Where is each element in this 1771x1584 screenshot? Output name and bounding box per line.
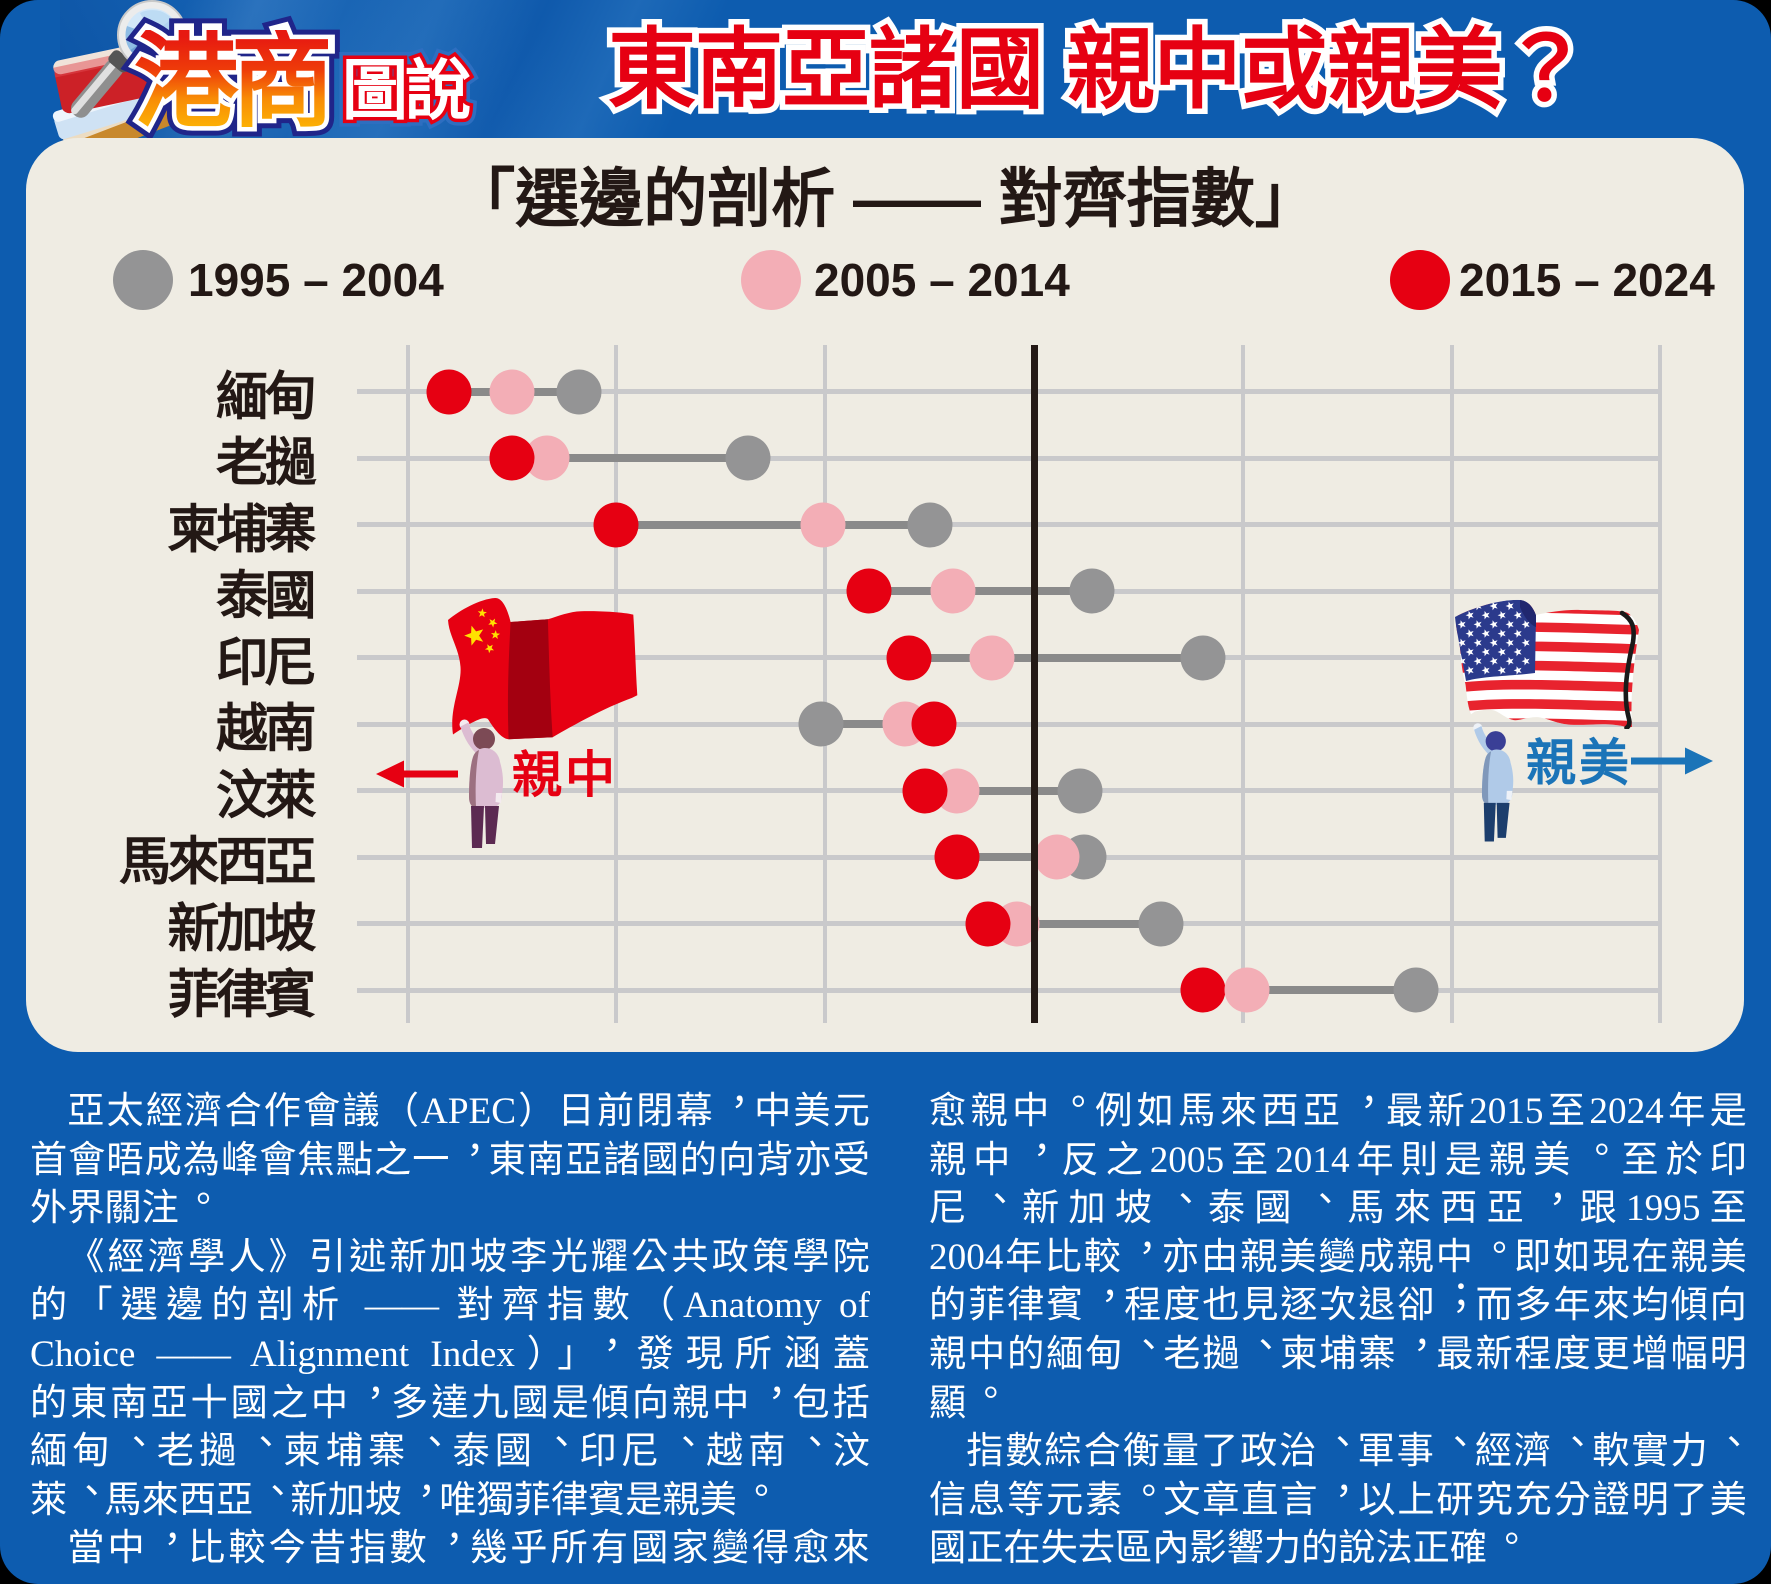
legend-dot-gray bbox=[113, 250, 173, 310]
brand-main-wordmark: 港商 港商 港商 bbox=[124, 21, 354, 144]
centered-punctuation: ， bbox=[356, 1379, 398, 1416]
centered-punctuation: 、 bbox=[1247, 1330, 1287, 1367]
article-right-line-10: 國正在失去區內影響力的說法正確。 bbox=[929, 1520, 1531, 1570]
centered-punctuation: ， bbox=[1403, 1330, 1443, 1367]
article-right-line-9: 信息等元素 。文章直言 ，以上研究充分證明了美 bbox=[929, 1477, 1747, 1526]
centered-punctuation: 、 bbox=[1441, 1428, 1481, 1464]
legend-label-pink: 2005 – 2014 bbox=[814, 254, 1070, 306]
centered-punctuation: 、 bbox=[542, 1428, 586, 1464]
article-left-line-10: 當中 ，比較今昔指數 ，幾乎所有國家變得愈來 bbox=[30, 1525, 870, 1574]
article-left-line-2: 首會晤成為峰會焦點之一 ，東南亞諸國的向背亦受 bbox=[30, 1137, 870, 1186]
legend-label-gray: 1995 – 2004 bbox=[188, 254, 444, 306]
chart-title: 「選邊的剖析 —— 對齊指數」 bbox=[451, 163, 1319, 235]
centered-punctuation: 。 bbox=[972, 1374, 1010, 1416]
centered-punctuation: 。 bbox=[742, 1471, 780, 1513]
legend-dot-red bbox=[1390, 250, 1450, 310]
page-title-outline: 東南亞諸國 親中或親美？ bbox=[602, 20, 1594, 119]
article-left-line-8: 緬甸 、老撾 、柬埔寨 、泰國 、印尼 、越南 、汶 bbox=[30, 1428, 870, 1477]
brand-sub-outline: 圖說 bbox=[335, 50, 478, 130]
centered-punctuation: ， bbox=[407, 1471, 446, 1513]
article-right-line-1: 愈親中 。例如馬來西亞 ，最新2015至2024年是 bbox=[929, 1088, 1747, 1137]
centered-punctuation: ， bbox=[720, 1088, 760, 1124]
centered-punctuation: 、 bbox=[1716, 1428, 1748, 1464]
brand-main-outline2: 港商 bbox=[129, 26, 339, 139]
centered-punctuation: ， bbox=[1023, 1136, 1068, 1173]
article-right-line-5: 的菲律賓 ，程度也見逐次退卻 ；而多年來均傾向 bbox=[929, 1282, 1747, 1331]
centered-punctuation: ； bbox=[1442, 1282, 1480, 1319]
centered-punctuation: 、 bbox=[1306, 1185, 1354, 1222]
article-right-line-6: 親中的緬甸 、老撾 、柬埔寨 ，最新程度更增幅明 bbox=[929, 1331, 1747, 1380]
centered-punctuation: 。 bbox=[1492, 1520, 1531, 1562]
article-right-line-8: 指數綜合衡量了政治、軍事、經濟、軟實力、 bbox=[929, 1428, 1747, 1477]
centered-punctuation: 、 bbox=[981, 1185, 1028, 1222]
brand-logo: 港商 港商 港商 圖說 圖說 圖說 bbox=[40, 0, 490, 144]
article-right-line-7: 顯。 bbox=[929, 1374, 1010, 1424]
centered-punctuation: ， bbox=[1091, 1282, 1131, 1319]
centered-punctuation: ， bbox=[456, 1136, 495, 1173]
centered-punctuation: 、 bbox=[120, 1428, 163, 1464]
centered-punctuation: ， bbox=[153, 1525, 194, 1562]
centered-punctuation: 、 bbox=[416, 1428, 459, 1464]
centered-punctuation: 。 bbox=[1059, 1088, 1102, 1124]
magnifier-books-icon bbox=[52, 0, 224, 141]
brand-sub-outline2: 圖說 bbox=[339, 53, 475, 127]
centered-punctuation: ， bbox=[435, 1525, 476, 1562]
article-left-line-1: 亞太經濟合作會議（APEC）日前閉幕 ，中美元 bbox=[30, 1088, 870, 1137]
centered-punctuation: 、 bbox=[247, 1428, 290, 1464]
article-left-line-6: Choice —— Alignment Index）」 ，發現所涵蓋 bbox=[30, 1331, 870, 1380]
centered-punctuation: 。 bbox=[1480, 1233, 1520, 1270]
centered-punctuation: 、 bbox=[669, 1428, 712, 1464]
article-right-line-4: 2004年比較 ，亦由親美變成親中 。即如現在親美 bbox=[929, 1234, 1747, 1283]
brand-main-text: 港商 bbox=[134, 24, 335, 140]
brand-sub-text: 圖說 bbox=[342, 53, 471, 127]
article-right-line-2: 親中 ，反之2005至2014年則是親美 。至於印 bbox=[929, 1137, 1747, 1186]
article-left-line-5: 的「選邊的剖析 —— 對齊指數（Anatomy of bbox=[30, 1285, 870, 1327]
centered-punctuation: ， bbox=[758, 1379, 799, 1416]
page-title: 東南亞諸國 親中或親美？ 東南亞諸國 親中或親美？ bbox=[602, 20, 1618, 128]
centered-punctuation: ， bbox=[1539, 1185, 1586, 1222]
centered-punctuation: 。 bbox=[184, 1180, 222, 1222]
centered-punctuation: 、 bbox=[259, 1471, 297, 1513]
article-left-line-3: 外界關注。 bbox=[30, 1180, 222, 1230]
centered-punctuation: 、 bbox=[1167, 1185, 1214, 1222]
centered-punctuation: 、 bbox=[73, 1471, 111, 1513]
centered-punctuation: 、 bbox=[1559, 1428, 1599, 1464]
article-column-right: 愈親中 。例如馬來西亞 ，最新2015至2024年是 親中 ，反之2005至2014年則… bbox=[929, 1088, 1747, 1574]
article-right-line-3: 尼、新加坡 、泰國 、馬來西亞 ，跟1995至 bbox=[929, 1185, 1747, 1234]
centered-punctuation: 、 bbox=[796, 1428, 839, 1464]
centered-punctuation: 、 bbox=[1324, 1428, 1364, 1464]
page-title-text: 東南亞諸國 親中或親美？ bbox=[608, 20, 1589, 119]
brand-main-outline: 港商 bbox=[124, 21, 344, 144]
brand-sub-wordmark: 圖說 圖說 圖說 bbox=[335, 50, 502, 143]
article-column-left: 亞太經濟合作會議（APEC）日前閉幕 ，中美元 首會晤成為峰會焦點之一 ，東南亞諸國的… bbox=[30, 1088, 870, 1574]
legend-dot-pink bbox=[740, 250, 801, 310]
header: 港商 港商 港商 圖說 圖說 圖說 東南亞諸國 親中或親美？ 東南亞諸國 親中或… bbox=[0, 0, 1771, 144]
centered-punctuation: ， bbox=[1128, 1233, 1168, 1270]
centered-punctuation: ， bbox=[1350, 1088, 1392, 1124]
centered-punctuation: 。 bbox=[1130, 1476, 1170, 1513]
centered-punctuation: ， bbox=[1325, 1476, 1365, 1513]
centered-punctuation: 。 bbox=[1583, 1136, 1628, 1173]
article-left-line-9: 萊、馬來西亞 、新加坡 ，唯獨菲律賓是親美。 bbox=[30, 1471, 780, 1521]
article-left-line-4: 《經濟學人》引述新加坡李光耀公共政策學院 bbox=[67, 1236, 870, 1278]
article-left-line-7: 的東南亞十國之中 ，多達九國是傾向親中 ，包括 bbox=[30, 1380, 870, 1429]
centered-punctuation: ， bbox=[593, 1330, 643, 1367]
centered-punctuation: 、 bbox=[1130, 1330, 1170, 1367]
legend-label-red: 2015 – 2024 bbox=[1459, 254, 1715, 306]
